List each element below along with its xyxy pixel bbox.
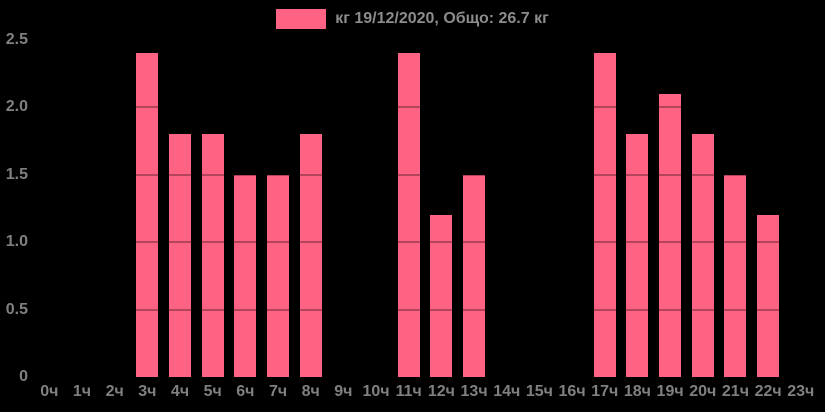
legend-label: кг 19/12/2020, Общо: 26.7 кг xyxy=(335,10,549,27)
x-tick-label: 5ч xyxy=(203,383,222,400)
x-tick-label: 16ч xyxy=(558,383,586,400)
x-tick-label: 10ч xyxy=(362,383,390,400)
plot-area xyxy=(33,39,817,377)
x-tick-label: 2ч xyxy=(105,383,124,400)
bar xyxy=(691,134,714,377)
chart-legend[interactable]: кг 19/12/2020, Общо: 26.7 кг xyxy=(0,7,825,31)
x-tick-label: 21ч xyxy=(721,383,749,400)
x-tick-label: 8ч xyxy=(301,383,320,400)
x-tick-label: 12ч xyxy=(427,383,455,400)
x-tick-label: 3ч xyxy=(138,383,157,400)
bar xyxy=(463,174,485,377)
bar xyxy=(397,53,420,377)
bar xyxy=(593,53,616,377)
x-tick-label: 6ч xyxy=(236,383,255,400)
x-tick-label: 20ч xyxy=(689,383,717,400)
x-tick-label: 19ч xyxy=(656,383,684,400)
gridline xyxy=(33,39,817,41)
x-tick-label: 7ч xyxy=(268,383,288,400)
y-tick-label: 2.0 xyxy=(5,98,28,116)
x-tick-label: 0ч xyxy=(40,383,59,400)
x-tick-label: 18ч xyxy=(623,383,651,400)
bar xyxy=(659,93,681,377)
bar xyxy=(724,174,747,377)
gridline xyxy=(33,173,817,176)
legend-swatch xyxy=(276,9,327,29)
x-tick-label: 4ч xyxy=(170,383,190,400)
x-tick-label: 23ч xyxy=(787,383,815,400)
bar xyxy=(299,134,322,377)
bar xyxy=(757,215,779,377)
gridline xyxy=(33,106,817,109)
bar xyxy=(136,53,159,377)
x-tick-label: 22ч xyxy=(754,383,782,400)
y-tick-label: 1.5 xyxy=(5,165,28,183)
x-tick-label: 15ч xyxy=(525,383,553,400)
x-tick-label: 11ч xyxy=(395,383,422,400)
bar xyxy=(626,134,649,377)
bar xyxy=(169,134,191,377)
x-tick-label: 9ч xyxy=(334,383,353,400)
bar xyxy=(201,134,224,377)
x-axis: 0ч 1ч 2ч 3ч 4ч 5ч 6ч 7ч 8ч 9ч 10ч 11ч 12ч 13ч 14ч 15ч 16… xyxy=(33,382,817,402)
gridline xyxy=(33,308,817,311)
x-tick-label: 13ч xyxy=(460,383,488,400)
y-tick-label: 0 xyxy=(19,368,28,385)
y-tick-label: 2.5 xyxy=(5,31,28,48)
x-tick-label: 14ч xyxy=(493,383,521,400)
bar xyxy=(430,215,453,377)
gridline xyxy=(33,241,817,244)
y-tick-label: 0.5 xyxy=(5,300,28,318)
y-tick-label: 1.0 xyxy=(5,233,28,251)
bar xyxy=(267,174,289,377)
y-axis: 0 0.5 1.0 1.5 2.0 2.5 xyxy=(0,0,28,412)
x-tick-label: 1ч xyxy=(72,383,92,400)
bar xyxy=(234,174,257,377)
x-tick-label: 17ч xyxy=(591,383,619,400)
